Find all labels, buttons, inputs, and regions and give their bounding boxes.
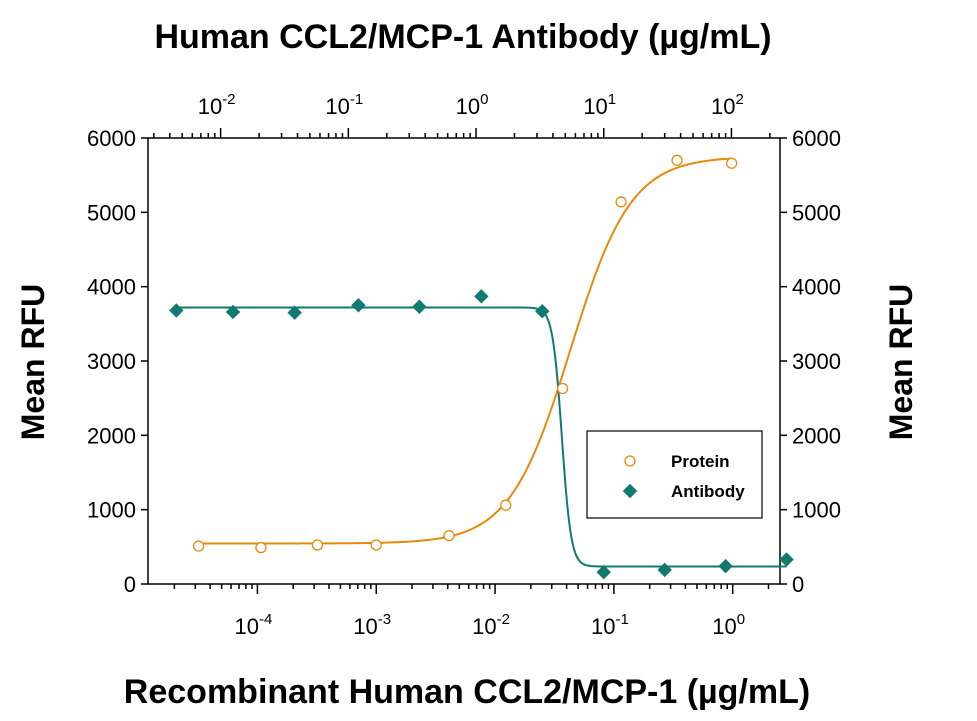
y-axis-label-right: Mean RFU bbox=[883, 284, 919, 440]
y-tick-label-right: 4000 bbox=[792, 275, 841, 300]
antibody-point bbox=[718, 558, 733, 574]
x-bottom-tick-label: 10-4 bbox=[235, 611, 273, 639]
y-tick-label-left: 3000 bbox=[87, 349, 136, 374]
protein-point bbox=[311, 539, 324, 551]
protein-point bbox=[370, 539, 382, 551]
antibody-point bbox=[657, 562, 672, 578]
y-tick-label-left: 6000 bbox=[87, 126, 136, 151]
y-tick-label-right: 5000 bbox=[792, 200, 841, 225]
y-tick-label-left: 4000 bbox=[87, 275, 136, 300]
protein-point bbox=[192, 540, 205, 552]
protein-point bbox=[726, 157, 738, 169]
antibody-point bbox=[535, 303, 550, 319]
y-tick-label-right: 0 bbox=[792, 572, 804, 597]
fit-curves bbox=[176, 157, 787, 568]
y-tick-label-left: 0 bbox=[124, 572, 136, 597]
y-tick-label-right: 2000 bbox=[792, 423, 841, 448]
x-bottom-tick-label: 100 bbox=[712, 611, 745, 639]
legend-label-protein: Protein bbox=[671, 452, 730, 471]
protein-point bbox=[615, 196, 627, 208]
fit-curve-protein bbox=[198, 157, 732, 545]
fit-curve-antibody bbox=[176, 306, 787, 568]
antibody-point bbox=[351, 298, 366, 313]
protein-point bbox=[443, 530, 455, 542]
legend-marker-protein bbox=[624, 455, 636, 467]
x-top-tick-label: 10-1 bbox=[325, 91, 363, 119]
axes: 0 0 1000 1000 2000 2000 3000 3000 4000 4000 5000 50… bbox=[87, 91, 841, 639]
protein-point bbox=[556, 382, 569, 395]
data-points bbox=[169, 154, 794, 580]
chart-title: Human CCL2/MCP-1 Antibody (µg/mL) bbox=[154, 18, 771, 56]
x-bottom-tick-label: 10-2 bbox=[472, 611, 510, 639]
legend-marker-antibody bbox=[622, 483, 638, 499]
y-tick-label-right: 3000 bbox=[792, 349, 841, 374]
x-top-tick-label: 102 bbox=[711, 91, 744, 119]
x-axis-label: Recombinant Human CCL2/MCP-1 (µg/mL) bbox=[124, 673, 810, 711]
antibody-point bbox=[474, 289, 489, 304]
legend-box bbox=[586, 430, 763, 519]
antibody-point bbox=[596, 564, 611, 580]
y-tick-label-left: 2000 bbox=[87, 423, 136, 448]
x-top-tick-label: 100 bbox=[456, 91, 489, 119]
legend: Protein Antibody bbox=[586, 430, 763, 519]
legend-label-antibody: Antibody bbox=[671, 482, 745, 501]
y-axis-label-left: Mean RFU bbox=[15, 284, 51, 440]
y-tick-label-left: 1000 bbox=[87, 498, 136, 523]
protein-point bbox=[255, 541, 267, 554]
antibody-point bbox=[412, 299, 427, 314]
x-bottom-tick-label: 10-1 bbox=[591, 611, 629, 639]
x-bottom-tick-label: 10-3 bbox=[353, 611, 391, 639]
antibody-point bbox=[287, 305, 302, 320]
y-tick-label-right: 6000 bbox=[792, 126, 841, 151]
y-tick-label-right: 1000 bbox=[792, 498, 841, 523]
x-top-tick-label: 101 bbox=[583, 91, 616, 119]
y-tick-label-left: 5000 bbox=[87, 200, 136, 225]
protein-point bbox=[671, 154, 683, 166]
antibody-point bbox=[779, 552, 794, 567]
protein-point bbox=[500, 499, 512, 511]
antibody-point bbox=[225, 304, 241, 320]
x-top-tick-label: 10-2 bbox=[198, 91, 236, 119]
antibody-point bbox=[169, 303, 184, 318]
